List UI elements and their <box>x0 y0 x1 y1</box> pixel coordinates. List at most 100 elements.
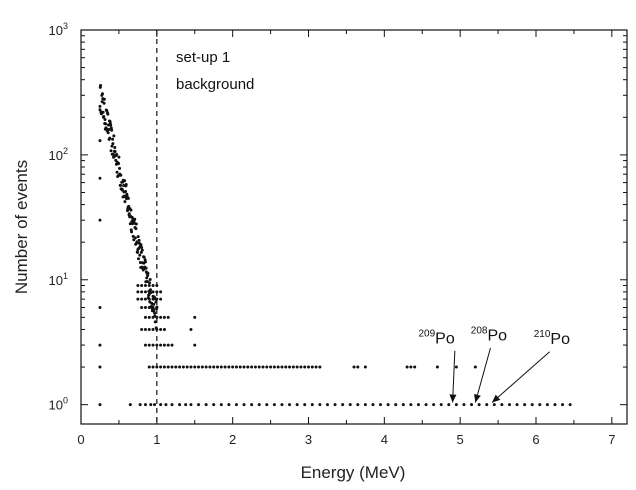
data-point <box>98 403 102 407</box>
data-point <box>145 280 149 284</box>
data-point <box>143 283 147 287</box>
data-point <box>151 305 155 309</box>
data-point <box>109 126 113 130</box>
data-point <box>110 144 114 148</box>
data-point <box>151 343 155 347</box>
plot-frame <box>80 29 628 425</box>
data-point <box>162 315 166 319</box>
data-point <box>257 403 261 407</box>
data-point <box>98 104 102 108</box>
data-point <box>136 297 140 301</box>
data-point <box>424 403 428 407</box>
data-point <box>333 403 337 407</box>
data-point <box>118 183 122 187</box>
data-point <box>284 365 288 369</box>
data-point <box>227 365 231 369</box>
data-point <box>147 365 151 369</box>
data-point <box>143 305 147 309</box>
data-point <box>295 403 299 407</box>
data-point <box>143 403 147 407</box>
data-point <box>405 365 409 369</box>
data-point <box>153 311 157 315</box>
isotope-arrowhead <box>449 394 457 403</box>
data-point <box>99 83 103 87</box>
data-point <box>133 217 137 221</box>
data-point <box>130 230 134 234</box>
data-point <box>363 365 367 369</box>
data-point <box>231 365 235 369</box>
isotope-mass: 210 <box>534 329 551 340</box>
data-point <box>146 274 150 278</box>
x-tick-label: 7 <box>608 432 615 447</box>
data-point <box>310 403 314 407</box>
data-point <box>303 365 307 369</box>
data-point <box>112 134 116 138</box>
data-point <box>102 97 106 101</box>
data-point <box>107 128 111 132</box>
isotope-symbol: Po <box>435 330 455 347</box>
data-point <box>148 281 152 285</box>
data-point <box>185 365 189 369</box>
data-point <box>250 365 254 369</box>
data-point <box>208 365 212 369</box>
data-point <box>123 179 127 183</box>
data-point <box>189 365 193 369</box>
data-point <box>272 403 276 407</box>
data-point <box>159 403 163 407</box>
data-point <box>386 403 390 407</box>
x-axis-title: Energy (MeV) <box>301 463 406 482</box>
data-point <box>140 246 144 250</box>
data-point <box>151 290 155 294</box>
data-point <box>153 403 157 407</box>
isotope-label: 208Po <box>471 326 507 345</box>
data-point <box>200 365 204 369</box>
data-point <box>159 365 163 369</box>
data-point <box>162 327 166 331</box>
data-point <box>140 248 144 252</box>
data-point <box>242 365 246 369</box>
data-point <box>137 257 141 261</box>
data-point <box>545 403 549 407</box>
data-point <box>234 403 238 407</box>
data-point <box>204 365 208 369</box>
data-point <box>117 162 121 166</box>
data-point <box>473 365 477 369</box>
data-point <box>111 142 115 146</box>
data-point <box>181 365 185 369</box>
data-point <box>98 139 102 143</box>
data-point <box>147 327 151 331</box>
isotope-symbol: Po <box>550 331 570 348</box>
data-point <box>432 403 436 407</box>
data-point <box>261 365 265 369</box>
data-point <box>257 365 261 369</box>
data-point <box>227 403 231 407</box>
data-point <box>117 155 121 159</box>
data-point <box>134 227 138 231</box>
data-point <box>159 343 163 347</box>
data-point <box>212 403 216 407</box>
data-point <box>223 365 227 369</box>
y-tick-label: 101 <box>49 271 68 288</box>
data-point <box>149 403 153 407</box>
data-point <box>145 276 149 280</box>
data-point <box>138 261 142 265</box>
data-point <box>98 218 102 222</box>
data-point <box>155 305 159 309</box>
data-point <box>98 108 102 112</box>
data-point <box>155 297 159 301</box>
data-point <box>137 238 141 242</box>
data-point <box>128 403 132 407</box>
x-tick-label: 0 <box>77 432 84 447</box>
data-point <box>276 365 280 369</box>
data-point <box>394 403 398 407</box>
data-point <box>143 343 147 347</box>
isotope-labels-group: 209Po 208Po 210Po <box>418 326 570 403</box>
data-point <box>193 315 197 319</box>
data-point <box>101 110 105 114</box>
data-point <box>104 122 108 126</box>
data-point <box>356 365 360 369</box>
isotope-arrowhead <box>492 394 501 403</box>
data-point <box>118 166 122 170</box>
data-point <box>197 365 201 369</box>
data-point <box>299 365 303 369</box>
